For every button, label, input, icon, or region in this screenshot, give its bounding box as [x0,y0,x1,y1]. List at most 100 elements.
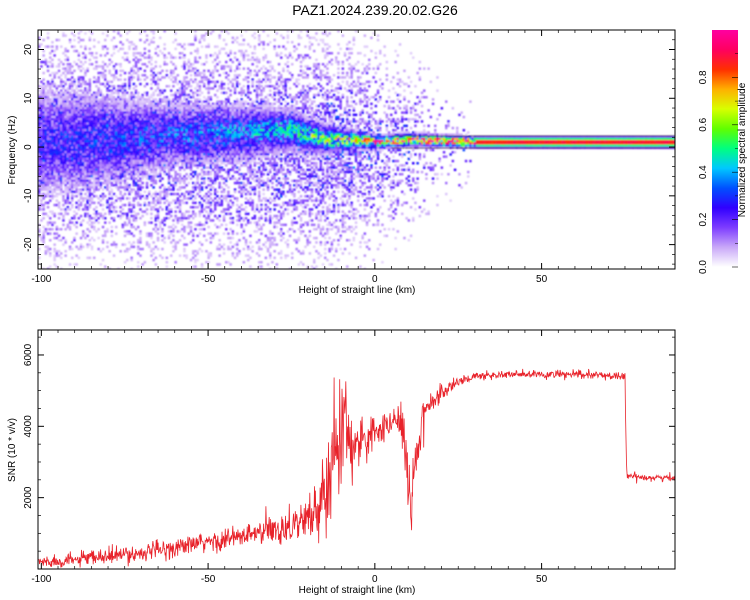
spectrogram-cell [99,71,103,75]
spectrogram-cell [194,146,197,150]
spectrogram-cell [38,96,41,99]
spectrogram-cell [192,63,195,66]
spectrogram-cell [53,100,56,103]
spectrogram-cell [148,137,151,141]
spectrogram-cell [108,170,111,174]
spectrogram-cell [145,151,149,154]
spectrogram-cell [93,190,96,194]
spectrogram-cell [68,126,72,130]
spectrogram-cell [110,115,114,119]
spectrogram-cell [214,179,217,183]
spectrogram-cell [163,133,166,136]
spectrogram-cell [143,98,147,101]
spectrogram-cell [137,96,140,99]
spectrogram-cell [55,104,59,108]
spectrogram-cell [150,140,153,143]
spectrogram-cell [64,208,67,211]
spectrogram-cell [62,118,65,121]
spectrogram-cell [99,89,103,92]
spectrogram-cell [137,131,140,134]
spectrogram-cell [90,54,94,57]
spectrogram-cell [128,111,131,114]
spectrogram-cell [128,232,131,235]
spectrogram-cell [46,192,50,196]
spectrogram-cell [132,47,136,51]
spectrogram-cell [134,159,138,163]
spectrogram-cell [161,126,164,130]
spectrogram-cell [75,122,78,125]
spectrogram-cell [110,170,114,174]
spectrogram-cell [55,87,59,90]
spectrogram-cell [185,146,188,150]
spectrogram-cell [172,144,175,147]
spectrogram-cell [115,159,118,163]
spectrogram-cell [194,250,197,253]
spectrogram-cell [66,109,70,112]
spectrogram-cell [178,87,182,90]
spectrogram-cell [170,188,173,191]
spectrogram-cell [71,195,74,198]
spectrogram-cell [176,135,180,139]
spectrogram-cell [66,129,70,132]
spectrogram-cell [104,76,107,79]
spectrogram-cell [66,199,70,202]
spectrogram-cell [143,124,147,128]
spectrogram-cell [119,85,122,88]
spectrogram-cell [205,137,208,141]
spectrogram-cell [194,181,197,185]
spectrogram-cell [194,126,197,130]
spectrogram-cell [119,166,122,169]
spectrogram-cell [93,175,96,178]
spectrogram-cell [95,184,98,187]
spectrogram-cell [187,164,191,167]
spectrogram-cell [42,102,45,106]
spectrogram-cell [156,126,160,130]
spectrogram-cell [115,124,118,128]
spectrogram-cell [82,142,85,145]
spectrogram-cell [84,179,87,183]
spectrogram-cell [203,181,206,185]
spectrogram-cell [106,177,109,180]
spectrogram-cell [57,168,61,172]
spectrogram-cell [134,45,138,48]
spectrogram-cell [115,122,118,125]
spectrogram-cell [79,82,83,86]
spectrogram-cell [71,133,74,136]
spectrogram-cell [42,71,45,75]
spectrogram-cell [139,168,142,172]
spectrogram-cell [189,107,193,110]
spectrogram-cell [101,208,105,211]
spectrogram-cell [86,146,89,150]
spectrogram-cell [145,170,149,174]
spectrogram-cell [108,166,111,169]
spectrogram-cell [49,142,52,145]
spectrogram-cell [40,164,43,167]
spectrogram-cell [82,67,85,70]
spectrogram-cell [152,206,155,209]
spectrogram-cell [101,247,105,251]
spectrogram-cell [216,168,219,172]
spectrogram-cell [66,65,70,68]
spectrogram-cell [40,157,43,161]
spectrogram-cell [121,164,125,167]
spectrogram-cell [150,129,153,132]
spectrogram-cell [73,166,76,169]
spectrogram-cell [150,56,153,59]
spectrogram-cell [51,49,54,53]
spectrogram-cell [159,144,162,147]
spectrogram-cell [150,107,153,110]
spectrogram-cell [192,111,195,114]
spectrogram-cell [66,71,70,75]
spectrogram-cell [77,115,81,119]
spectrogram-cell [205,113,208,117]
spectrogram-cell [106,65,109,68]
spectrogram-cell [185,129,188,132]
spectrogram-cell [75,159,78,163]
spectrogram-cell [51,133,54,136]
spectrogram-cell [163,241,166,244]
spectrogram-cell [123,107,127,110]
spectrogram-cell [192,144,195,147]
spectrogram-cell [196,89,199,92]
spectrogram-cell [154,142,158,145]
spectrogram-cell [218,225,221,229]
